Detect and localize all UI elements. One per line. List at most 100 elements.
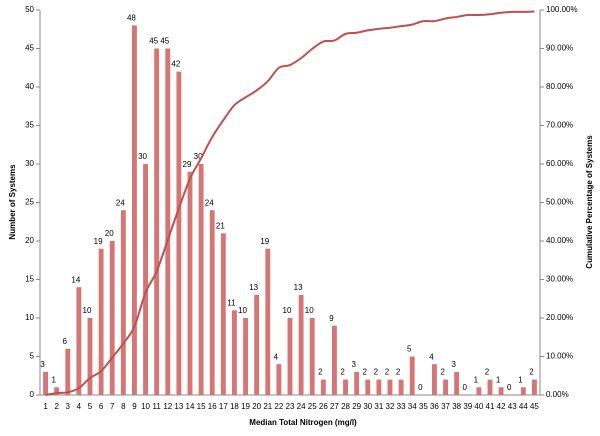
- x-tick-label: 27: [330, 402, 339, 411]
- bar: [320, 379, 326, 395]
- x-tick-label: 12: [163, 402, 172, 411]
- bar: [443, 379, 448, 395]
- x-tick-label: 40: [474, 402, 483, 411]
- bar: [220, 233, 226, 395]
- data-label: 30: [194, 152, 203, 161]
- y-tick-label: 15: [25, 275, 34, 284]
- data-label: 2: [396, 368, 401, 377]
- y-tick-label: 45: [25, 44, 34, 53]
- data-label: 2: [529, 368, 534, 377]
- x-tick-label: 20: [252, 402, 261, 411]
- data-label: 19: [260, 237, 269, 246]
- data-label: 1: [496, 375, 501, 384]
- bar: [109, 241, 115, 395]
- x-tick-label: 37: [441, 402, 450, 411]
- data-label: 3: [351, 360, 356, 369]
- y-tick-label: 0: [30, 390, 35, 399]
- bar: [398, 379, 404, 395]
- bar: [387, 379, 393, 395]
- bar: [432, 364, 437, 395]
- data-label: 2: [318, 368, 323, 377]
- x-axis-title: Median Total Nitrogen (mg/l): [249, 418, 357, 427]
- y2-axis-title: Cumulative Percentage of Systems: [585, 135, 594, 269]
- data-label: 10: [238, 306, 247, 315]
- y-tick-label: 20: [25, 236, 34, 245]
- x-tick-label: 29: [352, 402, 361, 411]
- data-label: 29: [183, 160, 192, 169]
- y-axis-title: Number of Systems: [8, 164, 17, 240]
- data-label: 0: [463, 383, 468, 392]
- x-tick-label: 2: [54, 402, 59, 411]
- data-label: 14: [71, 275, 80, 284]
- y2-tick-label: 80.00%: [546, 82, 573, 91]
- x-tick-label: 31: [374, 402, 383, 411]
- data-label: 19: [94, 237, 103, 246]
- data-label: 20: [105, 229, 114, 238]
- x-tick-label: 9: [132, 402, 137, 411]
- x-tick-label: 22: [274, 402, 283, 411]
- y-tick-label: 25: [25, 198, 34, 207]
- data-label: 3: [451, 360, 456, 369]
- x-tick-label: 14: [186, 402, 195, 411]
- bar: [154, 48, 160, 395]
- data-label: 10: [305, 306, 314, 315]
- bar: [143, 164, 148, 395]
- bar: [365, 379, 371, 395]
- data-label: 45: [160, 37, 169, 46]
- x-tick-label: 45: [530, 402, 539, 411]
- y2-tick-label: 20.00%: [546, 313, 573, 322]
- data-label: 3: [40, 360, 45, 369]
- bar: [120, 210, 126, 395]
- bar: [343, 379, 348, 395]
- bar: [87, 318, 93, 395]
- x-tick-label: 32: [386, 402, 395, 411]
- bar: [98, 248, 104, 395]
- x-tick-label: 18: [230, 402, 239, 411]
- cumulative-line: [45, 10, 535, 396]
- bar: [254, 294, 260, 395]
- x-tick-label: 30: [363, 402, 372, 411]
- bar: [276, 364, 282, 395]
- y2-tick-label: 0.00%: [546, 390, 569, 399]
- y-tick-label: 10: [25, 313, 34, 322]
- x-tick-label: 39: [463, 402, 472, 411]
- bar: [176, 71, 182, 395]
- bar: [265, 248, 271, 395]
- x-tick-label: 35: [419, 402, 428, 411]
- y2-tick-label: 30.00%: [546, 275, 573, 284]
- bar: [354, 371, 360, 395]
- data-label: 24: [116, 198, 125, 207]
- data-label: 2: [440, 368, 445, 377]
- bar: [454, 371, 460, 395]
- x-tick-label: 8: [121, 402, 126, 411]
- bar: [209, 210, 215, 395]
- x-tick-label: 34: [408, 402, 417, 411]
- x-tick-label: 28: [341, 402, 350, 411]
- data-label: 2: [363, 368, 368, 377]
- y2-tick-label: 90.00%: [546, 44, 573, 53]
- x-tick-label: 41: [486, 402, 495, 411]
- x-tick-label: 21: [263, 402, 272, 411]
- x-tick-label: 16: [208, 402, 217, 411]
- bar: [376, 379, 382, 395]
- x-tick-label: 25: [308, 402, 317, 411]
- data-label: 1: [51, 375, 56, 384]
- bar: [232, 310, 237, 395]
- x-tick-label: 15: [197, 402, 206, 411]
- y2-tick-label: 50.00%: [546, 198, 573, 207]
- y2-tick-label: 10.00%: [546, 352, 573, 361]
- x-tick-label: 38: [452, 402, 461, 411]
- bar: [287, 318, 293, 395]
- y2-tick-label: 60.00%: [546, 159, 573, 168]
- x-tick-label: 19: [241, 402, 250, 411]
- data-label: 4: [274, 352, 279, 361]
- data-label: 11: [227, 298, 236, 307]
- y-tick-label: 35: [25, 121, 34, 130]
- bar: [520, 387, 526, 395]
- x-tick-label: 3: [66, 402, 71, 411]
- x-tick-label: 7: [110, 402, 115, 411]
- x-tick-label: 6: [99, 402, 104, 411]
- bar: [498, 387, 504, 395]
- data-label: 45: [149, 37, 158, 46]
- bar: [76, 287, 82, 395]
